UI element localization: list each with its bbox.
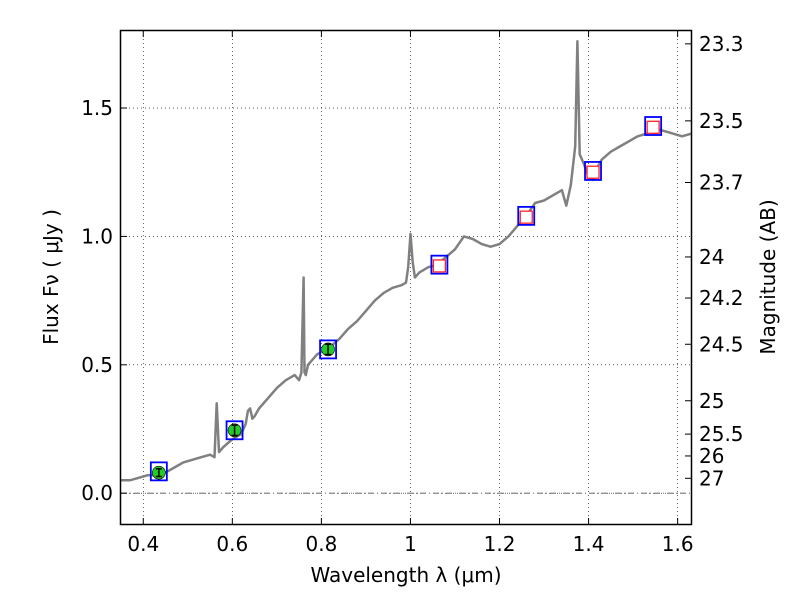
y-tick-label: 0.5 [81,353,113,377]
x-tick-label: 1.6 [662,532,694,556]
y-axis-title: Flux Fν ( μJy ) [39,209,63,345]
plot-area [121,40,691,482]
x-tick-label: 0.4 [127,532,159,556]
x-axis: 0.4 0.6 0.8 1 1.2 1.4 1.6 [127,31,694,556]
magnitude-tick-label: 23.7 [699,170,744,194]
grid-lines [121,31,691,524]
model-spectrum-line [121,40,691,482]
synthetic-point-marker [644,116,663,136]
y-tick-label: 0.0 [81,481,113,505]
y-axis: 0.0 0.5 1.0 1.5 [81,96,127,505]
magnitude-tick-label: 26 [699,444,724,468]
magnitude-tick-label: 23.5 [699,109,744,133]
limit-point-marker [432,259,447,273]
limit-point-marker [586,165,600,179]
magnitude-tick-label: 24.5 [699,332,744,356]
synthetic-point-marker [517,205,536,226]
limit-point-marker [519,210,533,224]
limit-point-marker [646,120,660,134]
magnitude-tick-label: 24 [699,245,724,269]
magnitude-axis-title: Magnitude (AB) [756,199,780,354]
x-tick-label: 1 [404,532,417,556]
synthetic-point-marker [430,254,449,275]
synthetic-point-marker [149,461,168,482]
magnitude-tick-label: 25 [699,389,724,413]
magnitude-tick-label: 27 [699,466,724,490]
x-tick-label: 0.8 [305,532,337,556]
magnitude-tick-label: 25.5 [699,422,744,446]
x-tick-label: 1.4 [573,532,605,556]
magnitude-tick-label: 24.2 [699,286,744,310]
synthetic-point-marker [584,161,602,181]
synthetic-point-marker [225,420,244,441]
x-tick-label: 1.2 [484,532,516,556]
plot-frame [119,29,693,526]
x-axis-title: Wavelength λ (μm) [310,563,501,587]
magnitude-tick-label: 23.3 [699,32,744,56]
y-tick-label: 1.5 [81,96,113,120]
x-tick-label: 0.6 [216,532,248,556]
synthetic-point-marker [319,339,337,360]
y-tick-label: 1.0 [81,224,113,248]
